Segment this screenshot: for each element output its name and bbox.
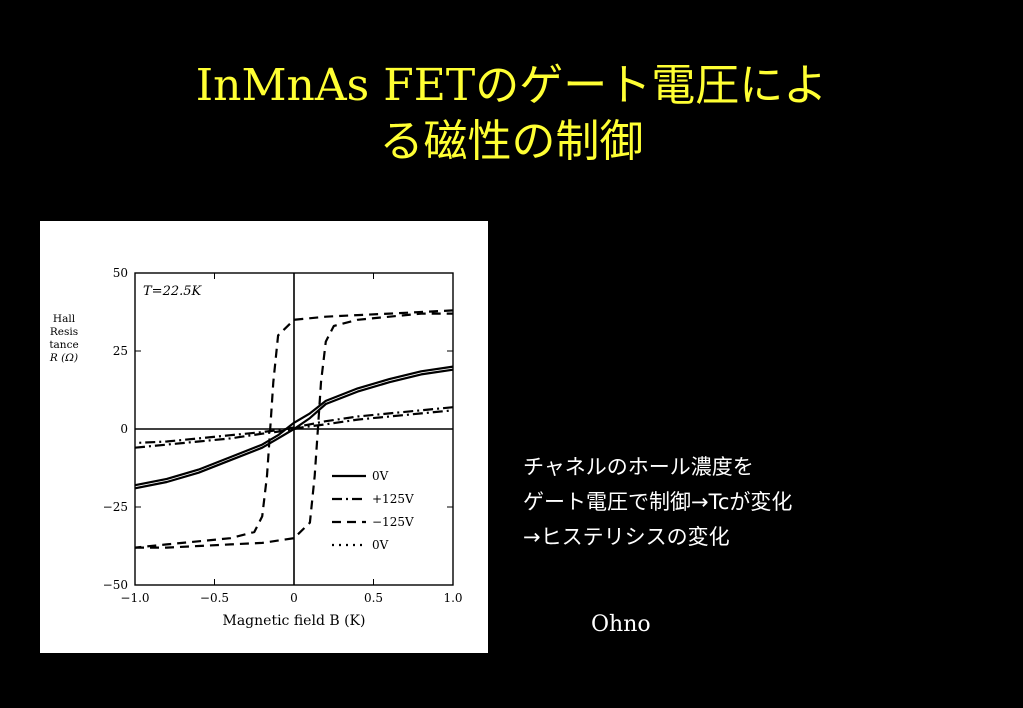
y-axis-label-line: tance (49, 339, 79, 351)
series-line-dashdot (134, 409, 454, 449)
legend-label: +125V (372, 492, 414, 506)
legend-label: 0V (372, 469, 389, 483)
x-tick-label: −1.0 (120, 591, 149, 605)
y-tick-label: 25 (113, 344, 128, 358)
y-tick-label: 0 (120, 422, 128, 436)
temperature-annotation: T=22.5K (143, 284, 203, 299)
credit-text: Ohno (591, 612, 651, 637)
slide-caption: チャネルのホール濃度を ゲート電圧で制御→Tcが変化 →ヒステリシスの変化 (523, 450, 792, 555)
hysteresis-figure: 50 25 0 −25 −50 −1.0 −0.5 0 0.5 1.0 Magnetic field… (40, 221, 488, 653)
slide-title: InMnAs FETのゲート電圧によ る磁性の制御 (0, 58, 1023, 170)
y-axis-label: Hall Resis tance R (Ω) (42, 313, 86, 365)
x-tick-label: 1.0 (443, 591, 462, 605)
y-axis-label-line: Hall (52, 313, 76, 325)
series-line-dashdot (134, 406, 454, 445)
caption-line-2: ゲート電圧で制御→Tcが変化 (523, 490, 793, 514)
y-tick-label: −50 (103, 578, 128, 592)
y-axis-label-line: R (Ω) (49, 352, 79, 364)
series-line-solid (134, 365, 454, 487)
x-axis-label: Magnetic field B (K) (223, 613, 366, 629)
y-tick-label: −25 (103, 500, 128, 514)
legend-label: −125V (372, 515, 414, 529)
caption-line-1: チャネルのホール濃度を (523, 455, 754, 479)
y-axis-label-line: Resis (49, 326, 79, 338)
series-line-dashed (134, 309, 454, 549)
legend-label: 0V (372, 538, 389, 552)
slide-title-line-2: る磁性の制御 (379, 116, 644, 167)
slide-title-line-1: InMnAs FETのゲート電圧によ (195, 60, 828, 111)
x-tick-label: 0.5 (364, 591, 383, 605)
x-tick-label: −0.5 (200, 591, 229, 605)
hysteresis-chart: 50 25 0 −25 −50−1.0 −0.5 0 0.5 1.0 Magnetic field… (103, 266, 463, 629)
series-line-dashed (135, 312, 453, 549)
caption-line-3: →ヒステリシスの変化 (523, 525, 730, 549)
y-tick-label: 50 (113, 266, 128, 280)
x-tick-label: 0 (290, 591, 298, 605)
